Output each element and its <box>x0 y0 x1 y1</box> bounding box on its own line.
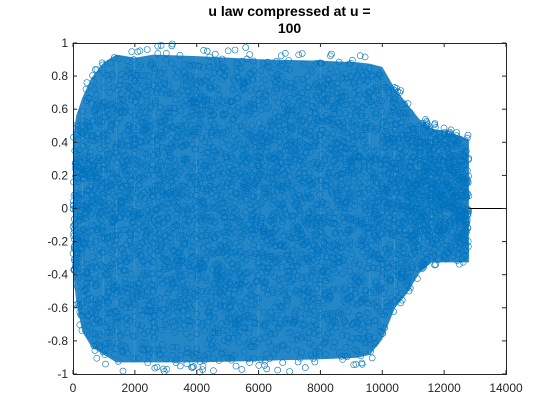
chart-title-line-2: 100 <box>277 20 302 36</box>
data-point <box>464 131 472 139</box>
data-point <box>119 367 127 375</box>
y-tick-label: -0.8 <box>47 334 68 348</box>
y-tick-label: -0.6 <box>47 301 68 315</box>
data-point <box>255 362 263 369</box>
signal-fill-segment <box>76 97 83 332</box>
data-point <box>232 362 240 370</box>
data-point <box>136 47 144 55</box>
signal-fill-segment <box>196 56 259 363</box>
data-point <box>143 46 151 53</box>
data-point <box>301 364 309 371</box>
y-tick-label: 0.4 <box>51 135 68 149</box>
data-point <box>157 42 165 49</box>
data-point <box>356 52 364 60</box>
signal-fill-segment <box>369 63 383 355</box>
data-point <box>328 50 335 58</box>
data-point <box>261 362 268 369</box>
y-tick-label: 0.2 <box>51 168 68 182</box>
y-tick-label: 0.6 <box>51 102 68 116</box>
data-point <box>93 354 101 362</box>
x-tick-label: 6000 <box>245 381 272 395</box>
chart-title-line-1: u law compressed at u = <box>208 3 371 19</box>
data-point <box>281 49 289 57</box>
data-point <box>203 47 211 55</box>
x-tick-label: 10000 <box>366 381 400 395</box>
data-markers <box>69 40 473 376</box>
data-point <box>431 120 439 127</box>
data-point <box>199 362 207 370</box>
data-point <box>447 126 455 134</box>
signal-fill-segment <box>91 62 104 355</box>
signal-fill-segment <box>116 54 135 363</box>
data-point <box>274 366 282 374</box>
data-point <box>286 368 293 375</box>
data-point <box>200 46 207 54</box>
data-point <box>189 364 196 371</box>
signal-fill-segment <box>382 66 395 340</box>
x-tick-label: 0 <box>70 381 77 395</box>
data-point <box>224 47 232 55</box>
data-point <box>210 367 217 375</box>
x-tick-label: 4000 <box>183 381 210 395</box>
data-point <box>199 366 206 373</box>
data-point <box>311 358 319 366</box>
data-point <box>279 359 287 366</box>
signal-fill-segment <box>419 119 432 274</box>
y-tick-label: 0 <box>61 202 68 216</box>
data-point <box>263 365 271 373</box>
y-tick-label: -1 <box>57 367 68 381</box>
x-tick-label: 14000 <box>489 381 523 395</box>
y-tick-label: -0.4 <box>47 268 68 282</box>
data-point <box>190 363 197 370</box>
signal-fill-segment <box>431 128 445 263</box>
data-point <box>440 124 448 132</box>
signal-fill-segment <box>103 54 117 363</box>
data-point <box>358 360 366 368</box>
signal-fill-segment <box>357 62 370 358</box>
axis-ticks: 0 2000 4000 6000 8000 10000 12000 14000 -1 -0.8 -0… <box>47 36 523 395</box>
data-point <box>397 87 405 94</box>
data-point <box>242 44 249 51</box>
signal-fill-segment <box>320 60 358 360</box>
signal-fill-segment <box>394 88 407 309</box>
x-tick-label: 2000 <box>122 381 149 395</box>
signal-fill-segment <box>456 134 469 263</box>
y-tick-label: -0.2 <box>47 235 68 249</box>
data-point <box>350 361 358 369</box>
data-point <box>368 354 376 362</box>
data-point <box>212 50 219 58</box>
signal-fill-segment <box>258 59 321 361</box>
signal-fill-segment <box>407 103 420 294</box>
signal-fill-segment <box>444 131 457 263</box>
data-point <box>128 48 136 55</box>
x-tick-label: 8000 <box>307 381 334 395</box>
data-point <box>238 366 246 373</box>
data-point <box>153 363 161 371</box>
data-point <box>177 362 184 370</box>
y-tick-label: 1 <box>61 36 68 50</box>
y-tick-label: 0.8 <box>51 69 68 83</box>
data-point <box>327 52 334 60</box>
x-tick-label: 12000 <box>427 381 461 395</box>
signal-fill-segment <box>134 54 154 363</box>
data-point <box>298 50 306 57</box>
data-point <box>163 365 171 373</box>
signal-fill-segment <box>153 54 197 363</box>
data-point <box>277 52 285 60</box>
data-point <box>231 46 239 54</box>
data-point <box>295 51 303 59</box>
signal-fill-segment <box>82 77 92 347</box>
data-point <box>361 53 369 61</box>
data-point <box>246 51 253 58</box>
data-point <box>102 360 109 368</box>
